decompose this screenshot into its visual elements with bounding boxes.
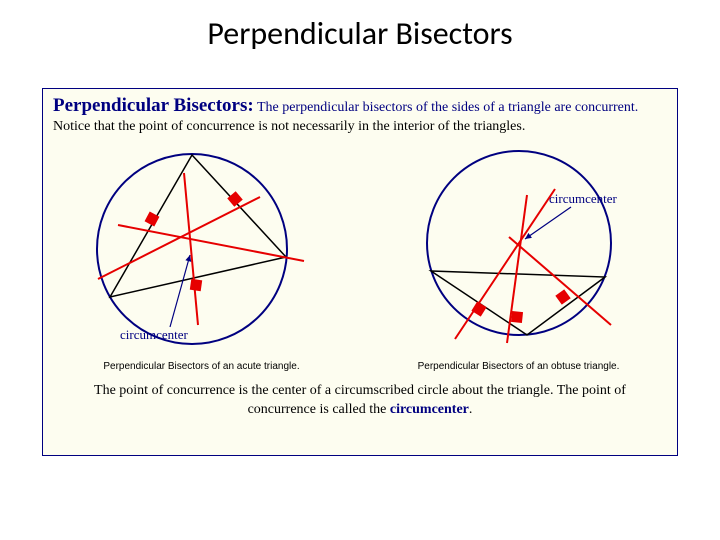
page-title: Perpendicular Bisectors [0, 0, 720, 53]
footer-term: circumcenter [390, 402, 469, 417]
footer-part2: . [469, 402, 473, 417]
heading-blue: The perpendicular bisectors of the sides… [254, 100, 639, 115]
caption-obtuse: Perpendicular Bisectors of an obtuse tri… [418, 361, 620, 372]
diagram-row: circumcenter Perpendicular Bisectors of … [43, 139, 677, 372]
svg-text:circumcenter: circumcenter [120, 327, 189, 342]
diagram-acute: circumcenter Perpendicular Bisectors of … [62, 139, 342, 372]
diagram-obtuse: circumcenter Perpendicular Bisectors of … [379, 139, 659, 372]
heading-black: Notice that the point of concurrence is … [53, 119, 525, 134]
obtuse-triangle-svg: circumcenter [379, 139, 659, 355]
acute-triangle-svg: circumcenter [62, 139, 342, 355]
footer-text: The point of concurrence is the center o… [43, 372, 677, 420]
footer-part1: The point of concurrence is the center o… [94, 383, 626, 417]
svg-text:circumcenter: circumcenter [549, 191, 618, 206]
caption-acute: Perpendicular Bisectors of an acute tria… [103, 361, 299, 372]
content-panel: Perpendicular Bisectors: The perpendicul… [42, 88, 678, 456]
heading-bold: Perpendicular Bisectors: [53, 95, 254, 116]
heading-block: Perpendicular Bisectors: The perpendicul… [43, 89, 677, 135]
